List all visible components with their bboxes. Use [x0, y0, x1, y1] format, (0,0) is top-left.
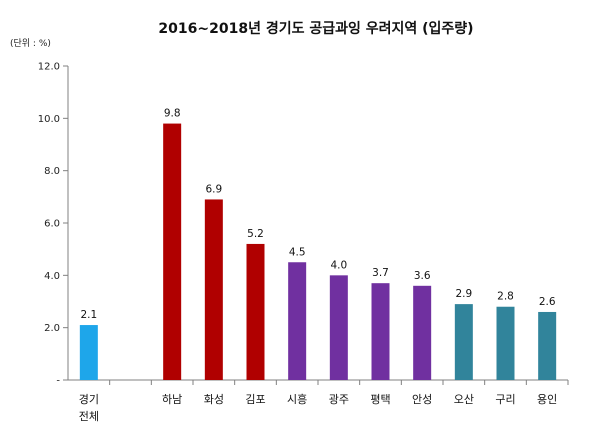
- bar: [246, 243, 265, 380]
- y-tick-label: 10.0: [38, 114, 60, 125]
- y-tick-label: 6.0: [44, 219, 60, 230]
- chart-title: 2016~2018년 경기도 공급과잉 우려지역 (입주량): [158, 20, 473, 37]
- x-tick-label: 시흥: [287, 392, 307, 406]
- bar: [288, 262, 307, 380]
- x-tick-label: 하남: [162, 392, 182, 406]
- bar: [496, 306, 515, 380]
- y-tick-label: 2.0: [44, 323, 60, 334]
- unit-label: (단위 : %): [10, 38, 51, 49]
- data-label: 3.6: [414, 270, 431, 282]
- x-tick-label: 평택: [370, 393, 390, 406]
- bar: [371, 283, 390, 380]
- bar: [163, 123, 182, 381]
- x-tick-label: 안성: [412, 393, 432, 406]
- data-label: 4.0: [330, 259, 347, 271]
- data-label: 2.8: [497, 291, 514, 303]
- bar: [413, 285, 432, 380]
- x-tick-label: 광주: [329, 393, 349, 406]
- x-tick-label: 구리: [495, 393, 515, 406]
- y-tick-label: 8.0: [44, 166, 60, 177]
- x-tick-label: 화성: [204, 393, 224, 406]
- y-tick-label: 12.0: [38, 62, 60, 73]
- bar: [454, 304, 473, 380]
- bar: [79, 325, 98, 380]
- data-label: 9.8: [164, 108, 181, 120]
- x-tick-label: 경기: [79, 393, 99, 406]
- y-tick-label: -: [56, 376, 60, 387]
- data-label: 2.9: [455, 288, 472, 300]
- bar: [329, 275, 348, 380]
- x-tick-label: 김포: [245, 393, 265, 406]
- bar: [538, 311, 557, 380]
- x-tick-label: 오산: [454, 393, 474, 406]
- data-label: 6.9: [205, 183, 222, 195]
- data-label: 2.6: [539, 296, 556, 308]
- data-label: 4.5: [289, 246, 306, 258]
- data-label: 3.7: [372, 267, 389, 279]
- x-tick-label: 전체: [79, 410, 99, 423]
- y-tick-label: 4.0: [44, 271, 60, 282]
- data-label: 5.2: [247, 228, 264, 240]
- x-tick-label: 용인: [537, 393, 557, 406]
- data-label: 2.1: [80, 309, 97, 321]
- bar: [204, 199, 223, 380]
